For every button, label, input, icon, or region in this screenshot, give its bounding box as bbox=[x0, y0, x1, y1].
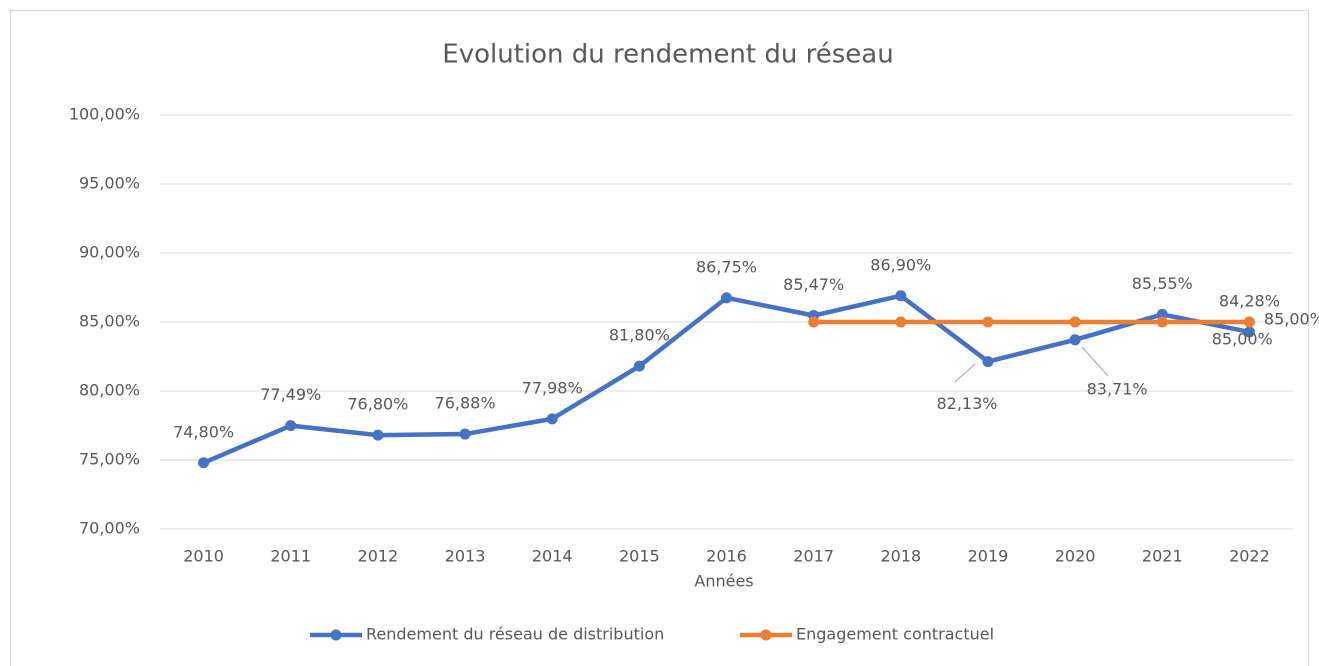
x-tick-label: 2010 bbox=[183, 547, 224, 566]
x-axis-label: Années bbox=[694, 572, 753, 591]
legend-label: Rendement du réseau de distribution bbox=[366, 625, 664, 644]
x-tick-label: 2018 bbox=[880, 547, 921, 566]
data-label: 85,00% bbox=[1212, 330, 1273, 349]
data-label: 76,88% bbox=[435, 394, 496, 413]
data-label: 81,80% bbox=[609, 326, 670, 345]
y-tick-label: 100,00% bbox=[69, 105, 140, 124]
data-point bbox=[633, 360, 645, 372]
data-label: 86,90% bbox=[870, 255, 931, 274]
data-label: 85,55% bbox=[1132, 274, 1193, 293]
x-tick-label: 2013 bbox=[445, 547, 486, 566]
data-point bbox=[721, 292, 732, 304]
data-point bbox=[459, 428, 471, 440]
data-point bbox=[982, 316, 994, 328]
legend-marker bbox=[760, 629, 772, 641]
data-label: 85,00% bbox=[1264, 310, 1319, 329]
x-tick-label: 2017 bbox=[793, 547, 834, 566]
x-tick-label: 2011 bbox=[270, 547, 311, 566]
data-point bbox=[808, 316, 820, 328]
leader-line bbox=[1081, 346, 1109, 377]
data-point bbox=[1156, 316, 1168, 328]
data-point bbox=[1243, 316, 1255, 328]
data-point bbox=[1069, 316, 1081, 328]
y-tick-label: 85,00% bbox=[79, 312, 140, 331]
data-point bbox=[1243, 326, 1255, 338]
x-tick-label: 2020 bbox=[1055, 547, 1096, 566]
data-label: 85,47% bbox=[783, 275, 844, 294]
x-tick-label: 2012 bbox=[358, 547, 399, 566]
legend-label: Engagement contractuel bbox=[796, 625, 994, 644]
y-tick-label: 70,00% bbox=[79, 519, 140, 538]
data-point bbox=[895, 290, 907, 302]
y-tick-label: 95,00% bbox=[79, 174, 140, 193]
data-label: 86,75% bbox=[696, 257, 757, 276]
x-tick-label: 2019 bbox=[968, 547, 1009, 566]
y-tick-label: 80,00% bbox=[79, 381, 140, 400]
data-point bbox=[982, 356, 994, 368]
data-point bbox=[285, 420, 297, 432]
data-point bbox=[198, 457, 210, 469]
data-label: 84,28% bbox=[1219, 291, 1280, 310]
data-label: 77,49% bbox=[260, 385, 321, 404]
x-tick-label: 2016 bbox=[706, 547, 747, 566]
chart-frame bbox=[10, 10, 1309, 666]
data-point bbox=[1069, 334, 1081, 346]
data-label: 82,13% bbox=[936, 394, 997, 413]
x-tick-label: 2021 bbox=[1142, 547, 1183, 566]
data-point bbox=[546, 413, 558, 425]
data-point bbox=[372, 429, 384, 441]
legend-marker bbox=[330, 629, 342, 641]
x-tick-label: 2022 bbox=[1229, 547, 1270, 566]
data-point bbox=[1156, 308, 1168, 320]
y-tick-label: 90,00% bbox=[79, 243, 140, 262]
data-label: 74,80% bbox=[173, 422, 234, 441]
data-label: 77,98% bbox=[522, 378, 583, 397]
x-tick-label: 2014 bbox=[532, 547, 573, 566]
data-label: 76,80% bbox=[347, 395, 408, 414]
x-tick-label: 2015 bbox=[619, 547, 660, 566]
data-point bbox=[895, 316, 907, 328]
leader-line bbox=[954, 363, 976, 383]
chart-title: Evolution du rendement du réseau bbox=[442, 40, 893, 70]
data-label: 83,71% bbox=[1087, 379, 1148, 398]
y-tick-label: 75,00% bbox=[79, 450, 140, 469]
